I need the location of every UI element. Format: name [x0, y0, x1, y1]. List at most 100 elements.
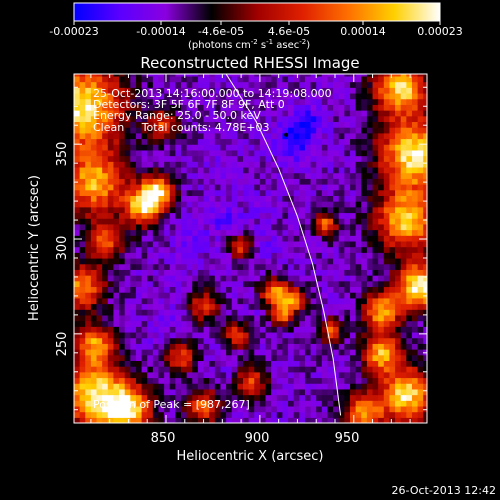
heatmap-cell [164, 343, 171, 350]
heatmap-cell [259, 172, 267, 179]
heatmap-cell [248, 280, 255, 288]
heatmap-cell [395, 212, 402, 219]
heatmap-cell [316, 223, 323, 231]
heatmap-cell [411, 161, 419, 168]
heatmap-cell [135, 411, 143, 418]
heatmap-cell [417, 400, 424, 407]
heatmap-cell [197, 104, 205, 111]
heatmap-cell [135, 184, 143, 191]
heatmap-cell [203, 132, 210, 140]
heatmap-cell [333, 292, 340, 299]
heatmap-cell [248, 166, 255, 174]
heatmap-cell [366, 309, 374, 316]
heatmap-cell [383, 354, 391, 362]
heatmap-cell [147, 74, 154, 77]
heatmap-cell [417, 149, 424, 157]
annotation-clean: Clean Total counts: 4.78E+03 [93, 121, 270, 134]
heatmap-cell [361, 343, 368, 350]
heatmap-cell [361, 189, 368, 196]
heatmap-cell [85, 371, 92, 379]
heatmap-cell [90, 343, 98, 350]
heatmap-cell [79, 337, 86, 344]
heatmap-cell [119, 331, 126, 339]
heatmap-cell [209, 246, 216, 253]
colorbar-tick-label: -0.00014 [136, 25, 185, 38]
heatmap-cell [400, 189, 407, 196]
heatmap-cell [395, 132, 402, 140]
heatmap-cell [310, 377, 317, 384]
heatmap-cell [316, 92, 323, 100]
heatmap-cell [411, 115, 419, 123]
heatmap-cell [220, 121, 227, 128]
heatmap-cell [361, 331, 368, 339]
heatmap-cell [271, 257, 278, 265]
heatmap-cell [124, 252, 131, 259]
heatmap-cell [164, 275, 171, 282]
heatmap-cell [259, 405, 267, 413]
heatmap-cell [406, 405, 413, 413]
heatmap-cell [299, 331, 306, 339]
heatmap-cell [299, 132, 306, 140]
heatmap-cell [181, 400, 188, 407]
heatmap-cell [181, 110, 188, 117]
heatmap-cell [389, 172, 396, 179]
heatmap-cell [74, 98, 81, 105]
heatmap-cell [248, 400, 255, 407]
heatmap-cell [411, 286, 419, 293]
heatmap-cell [107, 292, 115, 299]
heatmap-cell [79, 218, 86, 225]
heatmap-cell [299, 74, 306, 77]
heatmap-cell [383, 110, 391, 117]
heatmap-cell [214, 92, 222, 100]
heatmap-cell [248, 354, 255, 362]
heatmap-cell [141, 377, 148, 384]
heatmap-cell [389, 275, 396, 282]
heatmap-cell [90, 252, 98, 259]
heatmap-cell [85, 144, 92, 151]
heatmap-cell [203, 354, 210, 362]
heatmap-cell [271, 98, 278, 105]
heatmap-cell [248, 343, 255, 350]
heatmap-cell [130, 98, 137, 105]
heatmap-cell [175, 388, 182, 396]
heatmap-cell [299, 320, 306, 327]
heatmap-cell [338, 377, 345, 384]
heatmap-cell [400, 223, 407, 231]
heatmap-cell [214, 263, 222, 270]
heatmap-cell [169, 110, 176, 117]
heatmap-cell [181, 218, 188, 225]
heatmap-cell [299, 189, 306, 196]
heatmap-cell [169, 417, 176, 423]
heatmap-cell [214, 286, 222, 293]
heatmap-cell [152, 74, 160, 77]
heatmap-cell [361, 280, 368, 288]
heatmap-cell [395, 229, 402, 236]
heatmap-cell [411, 201, 419, 208]
heatmap-cell [344, 138, 351, 145]
heatmap-cell [395, 405, 402, 413]
heatmap-cell [74, 314, 81, 322]
heatmap-cell [304, 417, 312, 423]
heatmap-cell [231, 161, 238, 168]
heatmap-cell [192, 292, 199, 299]
heatmap-cell [282, 87, 289, 94]
heatmap-cell [304, 394, 312, 401]
heatmap-cell [164, 371, 171, 379]
heatmap-cell [79, 138, 86, 145]
heatmap-cell [248, 394, 255, 401]
heatmap-cell [288, 275, 295, 282]
heatmap-cell [378, 92, 385, 100]
heatmap-cell [344, 115, 351, 123]
heatmap-cell [79, 360, 86, 367]
heatmap-cell [130, 383, 137, 390]
heatmap-cell [316, 343, 323, 350]
heatmap-cell [141, 229, 148, 236]
heatmap-cell [372, 320, 379, 327]
heatmap-cell [113, 411, 120, 418]
heatmap-cell [395, 394, 402, 401]
heatmap-cell [344, 343, 351, 350]
heatmap-cell [181, 366, 188, 373]
heatmap-cell [192, 400, 199, 407]
heatmap-cell [74, 74, 81, 77]
heatmap-cell [209, 172, 216, 179]
